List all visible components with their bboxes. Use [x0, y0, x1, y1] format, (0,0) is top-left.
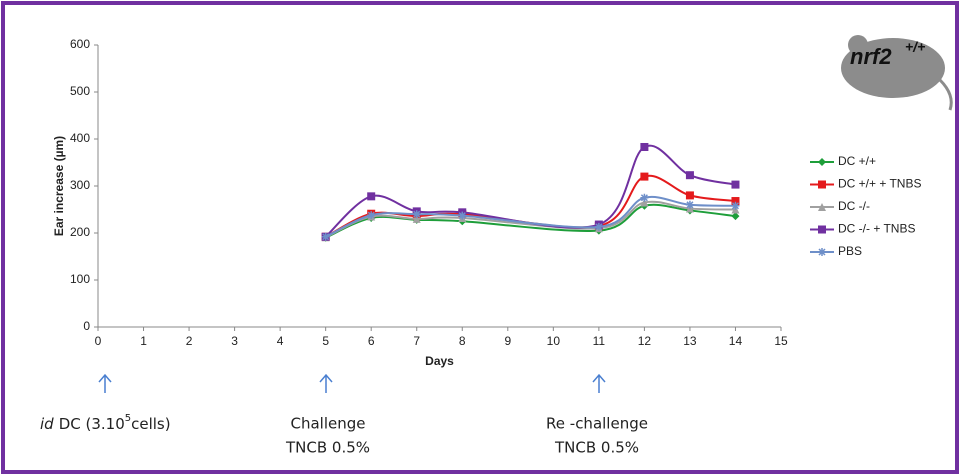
annotation-line: Challenge: [291, 415, 366, 433]
x-tick-label: 0: [95, 334, 102, 348]
x-tick-label: 13: [683, 334, 697, 348]
marker: [640, 142, 649, 151]
x-tick-label: 14: [729, 334, 743, 348]
y-tick-label: 500: [70, 84, 90, 98]
logo-sup: +/+: [905, 39, 925, 55]
y-tick-label: 0: [83, 319, 90, 333]
marker: [367, 211, 376, 220]
y-tick-label: 100: [70, 272, 90, 286]
marker: [412, 214, 421, 223]
marker: [731, 212, 740, 221]
marker: [818, 248, 826, 256]
marker: [321, 232, 330, 241]
legend-label: DC +/+: [838, 154, 876, 168]
annotation-italic: id: [40, 415, 54, 433]
marker: [685, 200, 694, 209]
x-tick-label: 12: [638, 334, 652, 348]
y-tick-label: 600: [70, 37, 90, 51]
mouse-body: [841, 38, 945, 98]
marker: [731, 180, 740, 189]
x-tick-label: 4: [277, 334, 284, 348]
x-tick-label: 7: [413, 334, 420, 348]
x-tick-label: 1: [140, 334, 147, 348]
marker: [640, 193, 649, 202]
annotation-line: Re -challenge: [546, 415, 648, 433]
annotation: id DC (3.105cells): [40, 413, 171, 433]
marker: [818, 203, 826, 211]
marker: [412, 210, 421, 219]
arrow: [319, 373, 333, 393]
x-tick-label: 15: [774, 334, 788, 348]
y-tick-label: 300: [70, 178, 90, 192]
annotation-tail: cells): [131, 415, 170, 433]
marker: [818, 225, 826, 234]
legend-label: DC -/-: [838, 199, 870, 213]
marker: [640, 198, 649, 207]
logo-name: nrf2: [850, 44, 892, 69]
y-tick-label: 200: [70, 225, 90, 239]
mouse-tail: [938, 78, 953, 111]
marker: [818, 158, 826, 166]
series-line: [325, 203, 736, 239]
series-line: [325, 195, 736, 238]
legend-label: DC -/- + TNBS: [838, 222, 915, 236]
marker: [640, 172, 649, 181]
x-tick-label: 2: [186, 334, 193, 348]
marker: [818, 180, 826, 189]
marker: [458, 211, 467, 220]
marker: [685, 191, 694, 200]
legend-label: DC +/+ + TNBS: [838, 177, 921, 191]
marker: [594, 222, 603, 231]
x-axis-label: Days: [425, 354, 454, 368]
series-line: [325, 200, 736, 239]
x-tick-label: 11: [593, 334, 606, 348]
series: [321, 193, 740, 241]
marker: [731, 197, 740, 206]
annotation-line: TNCB 0.5%: [285, 439, 370, 457]
annotation-line: TNCB 0.5%: [554, 439, 639, 457]
arrow: [592, 373, 606, 393]
logo: nrf2 +/+: [841, 35, 953, 111]
marker: [685, 171, 694, 180]
marker: [367, 192, 376, 201]
x-tick-label: 9: [504, 334, 511, 348]
arrow: [98, 373, 112, 393]
x-tick-label: 5: [322, 334, 329, 348]
annotation-text: DC (3.10: [59, 415, 125, 433]
legend-label: PBS: [838, 244, 862, 258]
y-axis-label: Ear increase (µm): [52, 136, 66, 236]
x-tick-label: 10: [547, 334, 561, 348]
y-tick-label: 400: [70, 131, 90, 145]
mouse-ear: [848, 35, 868, 55]
x-tick-label: 3: [231, 334, 238, 348]
annotation-sup: 5: [125, 413, 131, 424]
x-tick-label: 8: [459, 334, 466, 348]
x-tick-label: 6: [368, 334, 375, 348]
marker: [731, 201, 740, 210]
